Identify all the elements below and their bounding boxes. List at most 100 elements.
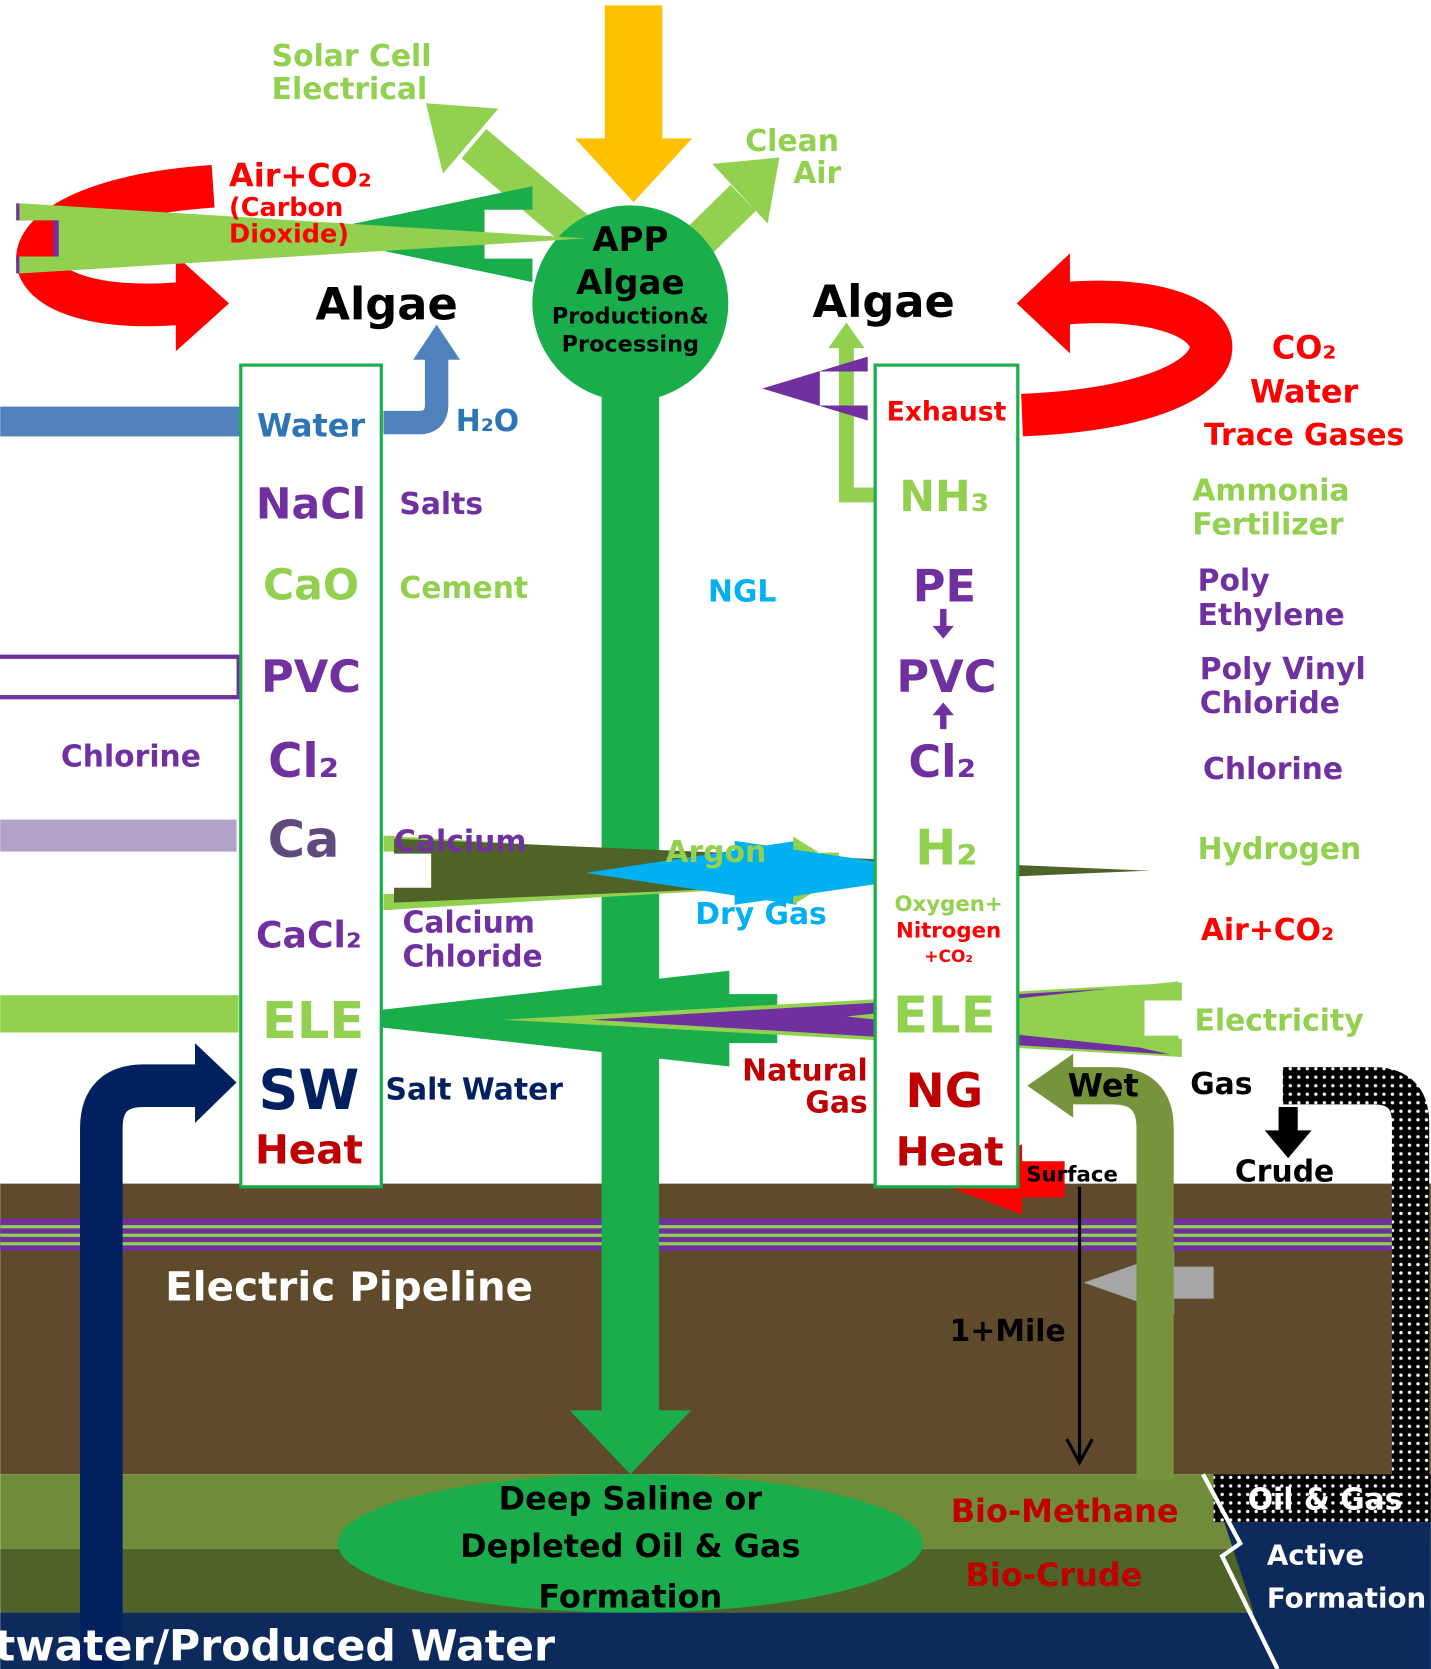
label: Calcium [394, 825, 526, 860]
label: Wet [1068, 1066, 1139, 1104]
layer [0, 1612, 1431, 1669]
label: Electric Pipeline [165, 1263, 533, 1311]
label: Poly Vinyl [1200, 652, 1366, 687]
pvc-bar [0, 654, 241, 700]
depth-head [1065, 1438, 1094, 1466]
label: CO₂ [1272, 329, 1337, 367]
pipeline-line [0, 1242, 1416, 1246]
label: Crude [1235, 1154, 1334, 1189]
label: Active [1267, 1539, 1364, 1572]
label: Bio-Crude [966, 1556, 1143, 1594]
label: Processing [562, 331, 699, 357]
arrow-head [175, 255, 230, 352]
arrow [569, 393, 692, 1475]
column-item: SW [258, 1059, 359, 1123]
label: Algae [315, 278, 457, 330]
arrow-head [828, 322, 865, 349]
label: Argon [665, 835, 766, 870]
label: Hydrogen [1198, 832, 1362, 867]
oil-gas-zone [1213, 1474, 1431, 1523]
label: Natural [742, 1053, 868, 1088]
label: Chlorine [61, 739, 201, 774]
column-item: ELE [893, 986, 995, 1045]
label: Water [1250, 372, 1359, 410]
column-item: Heat [896, 1128, 1004, 1176]
column-item: PVC [261, 651, 361, 703]
label: Electrical [272, 72, 428, 107]
label: Production& [552, 304, 709, 330]
label: Electricity [1194, 1003, 1363, 1038]
arrow [574, 5, 693, 203]
column-item: ELE [262, 992, 364, 1051]
label: Poly [1198, 564, 1270, 599]
column-item: NG [906, 1065, 984, 1119]
label: Air+CO₂ [1201, 913, 1334, 948]
curved-arrow [1021, 280, 1233, 437]
label: Gas [1190, 1067, 1252, 1102]
arrow [1014, 982, 1182, 1057]
arrow-shaft [684, 185, 756, 256]
label: Chloride [1200, 686, 1340, 721]
column-item: PE [913, 560, 976, 612]
label: Bio-Methane [951, 1492, 1179, 1530]
label: H₂O [456, 404, 519, 439]
active-zone [1224, 1522, 1431, 1669]
label: Cement [399, 571, 528, 606]
column-item: Oxygen+ [894, 892, 1002, 917]
arrow [19, 203, 586, 274]
label: Gas [805, 1085, 867, 1120]
arrows [0, 5, 1430, 1669]
wet-gas-pipe [1069, 1067, 1174, 1480]
label: Chloride [403, 939, 543, 974]
column-item: Ca [268, 811, 340, 870]
column-item: PVC [896, 651, 996, 703]
label: Trace Gases [1204, 418, 1404, 453]
column-item: CaCl₂ [256, 913, 362, 956]
formation [337, 1474, 924, 1613]
oil-pipe [1282, 1067, 1430, 1480]
label: Formation [1267, 1581, 1426, 1614]
fault-line [1201, 1473, 1280, 1669]
label: Air+CO₂ [229, 156, 372, 194]
label: Air [793, 156, 841, 191]
label: Dioxide) [229, 220, 349, 250]
column-item: Cl₂ [908, 736, 976, 788]
ground [0, 1183, 1431, 1669]
label: Algae [812, 276, 954, 328]
column-item: Heat [255, 1125, 363, 1173]
left-column [239, 363, 383, 1189]
center-circle [532, 205, 729, 402]
column-item: Nitrogen [896, 919, 1001, 944]
column-item: Exhaust [887, 396, 1007, 427]
label: APP [592, 220, 668, 260]
label: Formation [538, 1577, 722, 1615]
label: Oil & Gas [1248, 1482, 1403, 1517]
pipeline-line [0, 1225, 1416, 1229]
label: Chlorine [1203, 752, 1343, 787]
calcium-bar [0, 819, 237, 852]
salt-water-pipe [80, 1064, 198, 1669]
arrow-shaft [383, 356, 449, 435]
arrow-head [1016, 253, 1070, 354]
column-item: Cl₂ [268, 735, 339, 789]
label: Calcium [403, 905, 535, 940]
arrow [762, 356, 868, 421]
label: 1+Mile [950, 1314, 1066, 1349]
right-column [873, 363, 1020, 1189]
column-item: +CO₂ [924, 947, 973, 967]
label: Solar Cell [272, 39, 432, 74]
arrow [585, 840, 833, 905]
label: Algae [576, 263, 684, 303]
arrow [734, 840, 953, 905]
arrow [932, 702, 954, 730]
arrow-head [425, 103, 499, 174]
label: (Carbon [229, 193, 343, 223]
label: Surface [1026, 1162, 1118, 1187]
label: Ethylene [1198, 598, 1345, 633]
arrow [932, 608, 954, 639]
arrow-head [195, 1043, 237, 1123]
arrow [1264, 1106, 1312, 1159]
label: Fertilizer [1192, 507, 1343, 542]
label: Ammonia [1192, 473, 1349, 508]
